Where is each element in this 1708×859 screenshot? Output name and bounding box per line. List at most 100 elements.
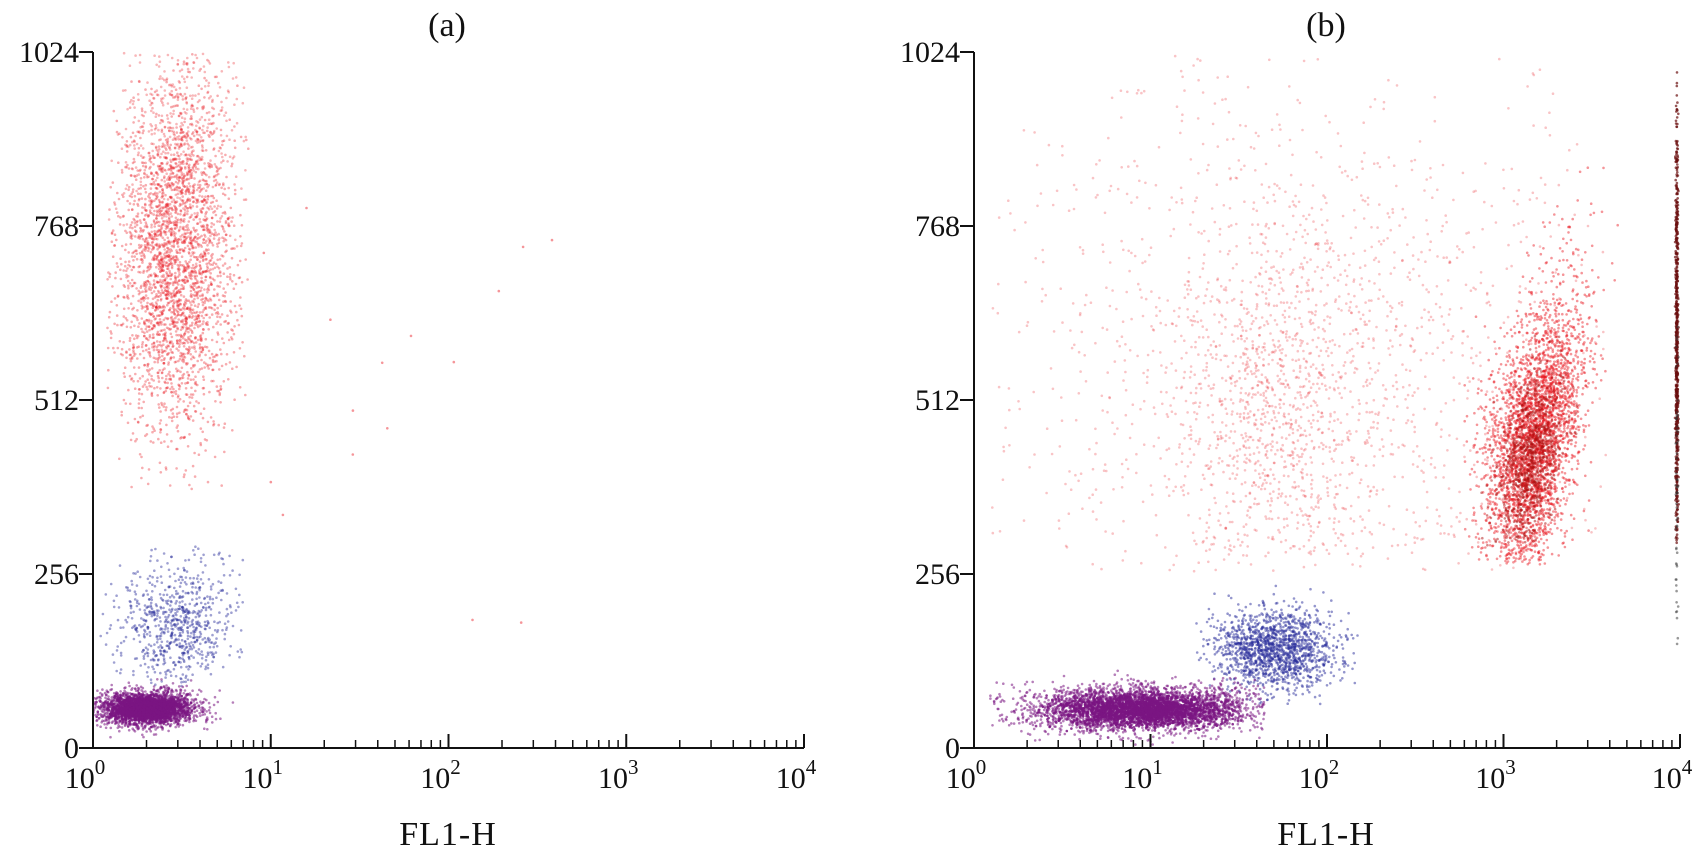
data-point (186, 76, 189, 79)
data-point (171, 265, 174, 268)
data-point (123, 192, 126, 195)
data-point (136, 584, 139, 587)
data-point (198, 134, 201, 137)
data-point (193, 345, 196, 348)
data-point (231, 280, 234, 283)
data-point (126, 164, 129, 167)
data-point (177, 400, 180, 403)
data-point (160, 471, 163, 474)
data-point (189, 95, 192, 98)
data-point (199, 221, 202, 224)
data-point (153, 357, 156, 360)
data-point (151, 611, 154, 614)
data-point (166, 210, 169, 213)
data-point (137, 215, 140, 218)
data-point (163, 287, 166, 290)
data-point (225, 220, 228, 223)
data-point (166, 114, 169, 117)
data-point (193, 61, 196, 64)
data-point (158, 356, 161, 359)
data-point (241, 341, 244, 344)
data-point (216, 385, 219, 388)
data-point (149, 267, 152, 270)
data-point (121, 171, 124, 174)
data-point (145, 424, 148, 427)
data-point (121, 136, 124, 139)
data-point (152, 649, 155, 652)
data-point (133, 140, 136, 143)
data-point (206, 183, 209, 186)
data-point (209, 596, 212, 599)
data-point (159, 225, 162, 228)
data-point (152, 441, 155, 444)
data-point (147, 675, 150, 678)
data-point (205, 79, 208, 82)
data-point (116, 192, 119, 195)
data-point (126, 621, 129, 624)
data-point (128, 167, 131, 170)
data-point (136, 258, 139, 261)
data-point (167, 599, 170, 602)
data-point (198, 610, 201, 613)
data-point (226, 160, 229, 163)
data-point (144, 247, 147, 250)
data-point (196, 133, 199, 136)
data-point (154, 157, 157, 160)
data-point (127, 307, 130, 310)
data-point (167, 621, 170, 624)
data-point (205, 614, 208, 617)
data-point (215, 651, 218, 654)
data-point (231, 569, 234, 572)
data-point (161, 289, 164, 292)
data-point (186, 277, 189, 280)
data-point (123, 399, 126, 402)
data-point (189, 311, 192, 314)
data-point (189, 173, 192, 176)
data-point (156, 275, 159, 278)
data-point (180, 681, 183, 684)
data-point (111, 285, 114, 288)
data-point (174, 580, 177, 583)
data-point (238, 574, 241, 577)
data-point (227, 187, 230, 190)
data-point (173, 356, 176, 359)
data-point (211, 217, 214, 220)
data-point (187, 638, 190, 641)
data-point (211, 107, 214, 110)
data-point (140, 154, 143, 157)
data-point (171, 594, 174, 597)
data-point (150, 322, 153, 325)
data-point (145, 613, 148, 616)
data-point (109, 689, 112, 692)
data-point (186, 622, 189, 625)
data-point (142, 594, 145, 597)
data-point (144, 111, 147, 114)
data-point (193, 187, 196, 190)
data-point (222, 228, 225, 231)
data-point (143, 383, 146, 386)
data-point (139, 291, 142, 294)
data-point (149, 166, 152, 169)
data-point (141, 651, 144, 654)
data-point (195, 272, 198, 275)
data-point (145, 349, 148, 352)
data-point (166, 651, 169, 654)
data-point (217, 592, 220, 595)
data-point (212, 278, 215, 281)
data-point (187, 632, 190, 635)
data-point (187, 592, 190, 595)
data-point (231, 163, 234, 166)
data-point (139, 271, 142, 274)
data-point (144, 244, 147, 247)
data-point (138, 80, 141, 83)
data-point (212, 244, 215, 247)
data-point (186, 62, 189, 65)
data-point (175, 219, 178, 222)
data-point (174, 608, 177, 611)
data-point (187, 235, 190, 238)
data-point (129, 354, 132, 357)
data-point (186, 224, 189, 227)
data-point (187, 650, 190, 653)
data-point (131, 227, 134, 230)
data-point (179, 437, 182, 440)
